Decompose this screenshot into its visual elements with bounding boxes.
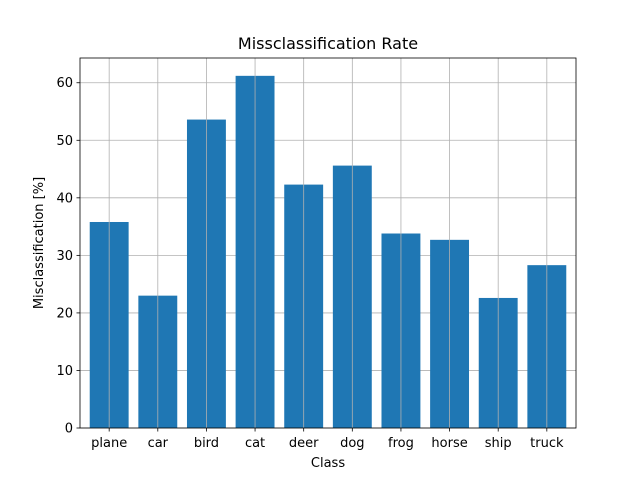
y-tick-label: 60 bbox=[56, 76, 73, 91]
x-tick-label: ship bbox=[485, 436, 512, 451]
x-tick-label: frog bbox=[388, 436, 414, 451]
x-tick-label: truck bbox=[530, 436, 564, 451]
vertical-grid-overlay bbox=[108, 58, 548, 428]
x-tick-label: car bbox=[148, 436, 169, 451]
x-tick-label: deer bbox=[289, 436, 319, 451]
x-tick-label: cat bbox=[245, 436, 265, 451]
y-tick-label: 10 bbox=[56, 364, 73, 379]
chart-title: Missclassification Rate bbox=[238, 34, 418, 53]
y-axis-label: Misclassification [%] bbox=[32, 177, 47, 309]
x-tick-label: plane bbox=[91, 436, 127, 451]
y-tick-label: 0 bbox=[65, 422, 73, 437]
plot-frame bbox=[79, 57, 577, 429]
x-tick-label: horse bbox=[431, 436, 467, 451]
x-axis-ticks: plane car bird cat deer dog frog horse ship truck bbox=[91, 428, 564, 451]
y-axis-ticks: 0 10 20 30 40 50 60 bbox=[56, 76, 80, 437]
x-tick-label: bird bbox=[194, 436, 219, 451]
y-tick-label: 40 bbox=[56, 191, 73, 206]
x-tick-label: dog bbox=[340, 436, 364, 451]
y-tick-label: 50 bbox=[56, 134, 73, 149]
x-axis-label: Class bbox=[311, 456, 345, 471]
y-tick-label: 20 bbox=[56, 306, 73, 321]
y-tick-label: 30 bbox=[56, 249, 73, 264]
